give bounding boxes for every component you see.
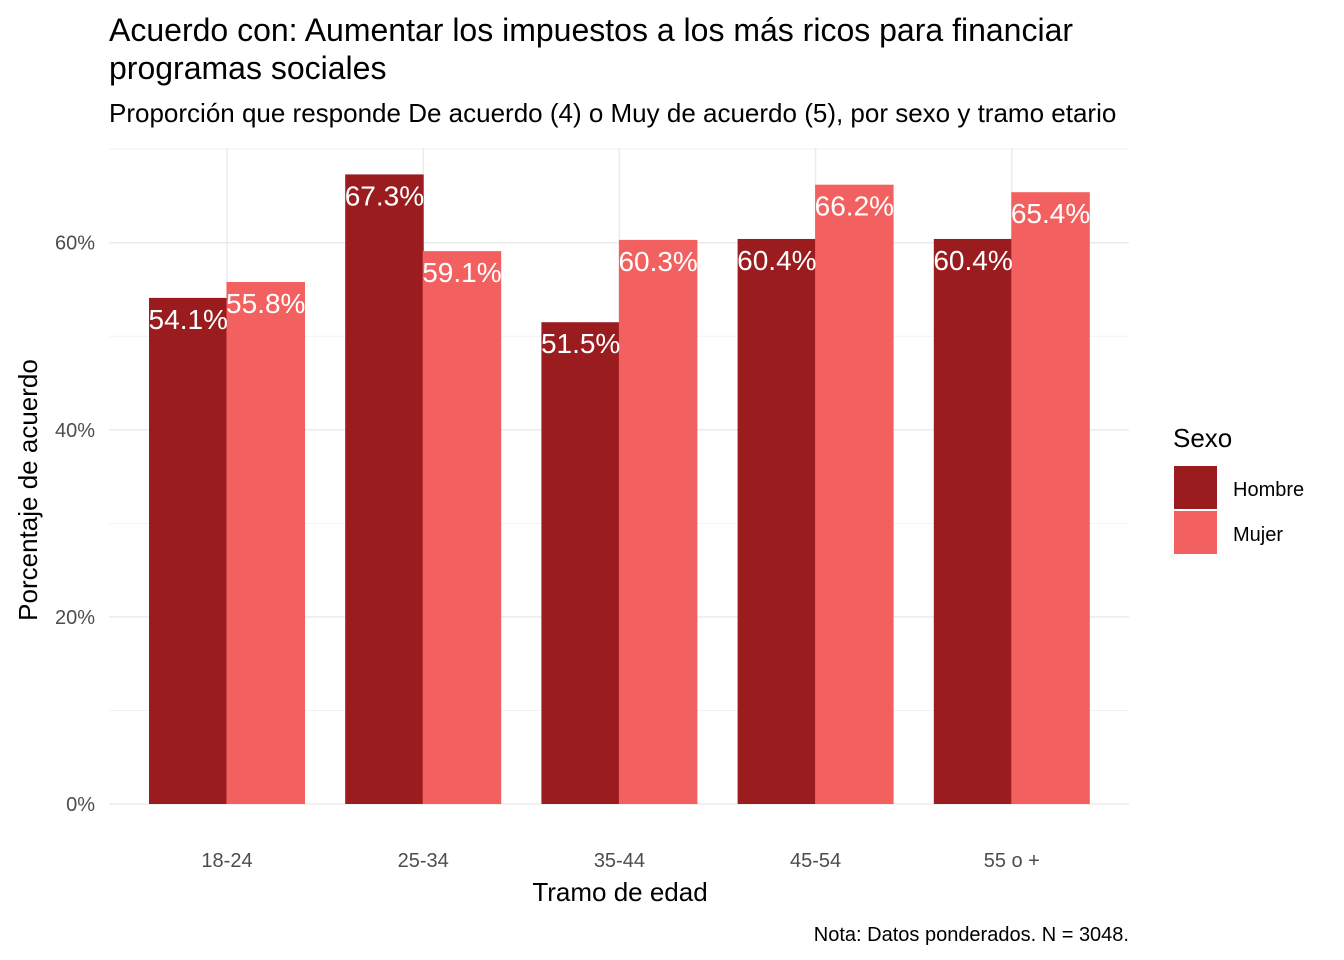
bar-hombre [541,322,620,804]
legend-title: Sexo [1173,423,1232,453]
chart-title-line-2: programas sociales [109,50,386,86]
legend: Sexo Hombre Mujer [1173,423,1304,554]
bar-value-label: 66.2% [815,191,894,222]
bar-hombre [345,174,424,804]
y-tick-label: 0% [66,794,95,816]
x-tick-label: 45-54 [790,850,841,872]
bar-mujer [618,239,698,804]
bar-mujer [1011,192,1090,805]
bar-value-label: 51.5% [541,328,620,359]
bar-hombre [737,238,817,804]
legend-swatch-mujer [1174,511,1217,554]
x-tick-label: 35-44 [594,850,645,872]
bar-value-label: 65.4% [1011,198,1090,229]
bar-hombre [933,238,1013,804]
bar-value-label: 59.1% [422,257,501,288]
legend-label-mujer: Mujer [1233,524,1283,546]
legend-label-hombre: Hombre [1233,479,1304,501]
bar-mujer [815,184,894,805]
bar-value-label: 60.3% [618,246,697,277]
x-tick-label: 55 o + [984,850,1040,872]
bar-value-label: 67.3% [345,180,424,211]
chart-title-line-1: Acuerdo con: Aumentar los impuestos a lo… [109,12,1073,48]
bar-value-label: 54.1% [149,304,228,335]
y-tick-label: 20% [55,607,95,629]
x-axis-ticks: 18-24 25-34 35-44 45-54 55 o + [201,850,1039,872]
bars [149,174,1090,805]
bar-value-label: 60.4% [737,245,816,276]
bar-hombre [149,297,228,804]
y-tick-label: 40% [55,420,95,442]
bar-value-label: 60.4% [933,245,1012,276]
x-axis-title: Tramo de edad [532,877,707,907]
bar-mujer [226,281,305,805]
bar-labels: 54.1% 67.3% 51.5% 60.4% 60.4% 55.8% 59.1% 60.3%… [149,180,1091,359]
bar-mujer [422,251,502,804]
x-tick-label: 18-24 [201,850,252,872]
caption: Nota: Datos ponderados. N = 3048. [814,924,1129,946]
x-tick-label: 25-34 [398,850,449,872]
legend-swatch-hombre [1174,466,1217,509]
y-axis-title: Porcentaje de acuerdo [13,359,43,621]
y-tick-label: 60% [55,233,95,255]
y-axis-ticks: 0% 20% 40% 60% [55,233,95,816]
bar-value-label: 55.8% [226,288,305,319]
chart-subtitle: Proporción que responde De acuerdo (4) o… [109,98,1116,128]
